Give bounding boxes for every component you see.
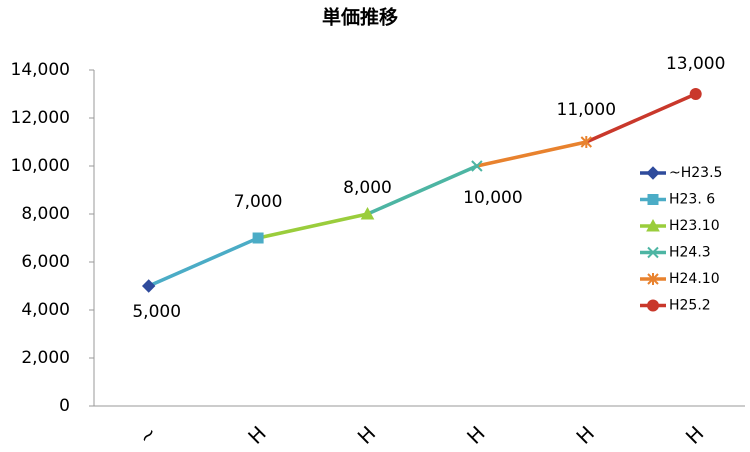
- y-tick-label: 6,000: [21, 252, 70, 272]
- y-tick-label: 10,000: [11, 156, 70, 176]
- legend-label: H24.10: [669, 271, 720, 287]
- y-tick-label: 0: [59, 396, 70, 416]
- y-tick-label: 12,000: [11, 108, 70, 128]
- data-label: 11,000: [557, 100, 616, 120]
- x-tick-label: H: [681, 421, 709, 449]
- line-segment: [147, 236, 259, 288]
- legend-marker: [647, 299, 659, 312]
- x-tick-label: H: [353, 421, 381, 449]
- data-label: 10,000: [463, 188, 522, 208]
- legend-label: H24.3: [669, 245, 711, 261]
- y-tick-label: 2,000: [21, 348, 70, 368]
- data-point: [689, 88, 702, 100]
- data-point: [360, 206, 375, 220]
- data-label: 7,000: [234, 192, 283, 212]
- data-label: 5,000: [132, 302, 181, 322]
- data-point: [252, 232, 264, 244]
- data-point: [580, 136, 593, 148]
- legend-label: ~H23.5: [669, 165, 722, 181]
- line-segment: [585, 92, 697, 144]
- legend-marker: [647, 273, 659, 285]
- y-tick-label: 14,000: [11, 60, 70, 80]
- legend-marker: [646, 218, 660, 232]
- data-label: 13,000: [666, 54, 725, 74]
- legend-label: H23.10: [669, 218, 720, 234]
- y-tick-label: 8,000: [21, 204, 70, 224]
- line-segment: [257, 212, 368, 240]
- data-point: [141, 279, 156, 293]
- data-point: [471, 160, 483, 172]
- data-label: 8,000: [343, 178, 392, 198]
- legend-marker: [647, 194, 659, 205]
- legend-marker: [647, 246, 659, 259]
- y-tick-label: 4,000: [21, 300, 70, 320]
- x-tick-label: H: [243, 421, 271, 449]
- x-tick-label: ~: [133, 421, 162, 450]
- legend-marker: [646, 166, 660, 180]
- chart-title: 単価推移: [322, 6, 398, 29]
- line-segment: [366, 164, 478, 216]
- x-tick-label: H: [462, 421, 490, 449]
- legend-label: H25.2: [669, 298, 711, 314]
- x-tick-label: H: [571, 421, 599, 449]
- line-segment: [476, 140, 587, 168]
- legend-label: H23. 6: [669, 192, 715, 208]
